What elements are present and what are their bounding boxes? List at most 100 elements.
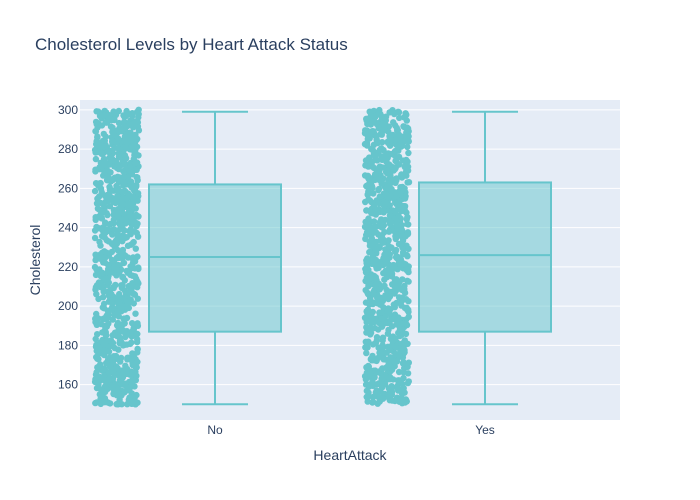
data-point [390, 261, 397, 269]
data-point [111, 174, 119, 181]
data-point [97, 159, 105, 166]
data-point [362, 235, 369, 243]
data-point [405, 298, 412, 305]
data-point [126, 394, 133, 401]
data-point [393, 321, 400, 328]
data-point [133, 143, 141, 151]
data-point [134, 253, 141, 260]
data-point [105, 369, 113, 376]
data-point [130, 221, 137, 228]
data-point [390, 119, 397, 126]
data-point [102, 119, 110, 126]
box-group-yes [361, 106, 552, 407]
data-point [109, 231, 116, 238]
data-point [396, 137, 403, 144]
data-point [394, 377, 401, 384]
data-point [134, 190, 142, 197]
data-point [118, 401, 125, 408]
y-tick-label: 200 [58, 299, 78, 313]
data-point [372, 339, 380, 346]
data-point [104, 211, 111, 219]
data-point [369, 147, 377, 154]
data-point [404, 379, 412, 387]
data-point [376, 167, 383, 174]
data-point [131, 152, 138, 159]
data-point [369, 352, 376, 360]
data-point [380, 207, 387, 214]
data-point [111, 311, 118, 319]
data-point [404, 163, 412, 170]
data-point [101, 248, 108, 255]
data-point [397, 397, 404, 404]
data-point [369, 241, 376, 248]
data-point [98, 142, 105, 149]
data-point [107, 123, 115, 130]
data-point [361, 314, 369, 321]
data-point [379, 374, 387, 381]
data-point [385, 228, 393, 235]
data-point [129, 350, 136, 357]
y-tick-label: 260 [58, 181, 78, 195]
y-axis-title: Cholesterol [27, 225, 43, 296]
data-point [391, 335, 399, 342]
data-point [134, 177, 141, 184]
data-point [106, 203, 114, 210]
data-point [114, 246, 121, 254]
data-point [109, 128, 116, 136]
data-point [112, 381, 120, 388]
data-point [377, 223, 384, 230]
data-point [127, 356, 135, 363]
data-point [116, 290, 123, 298]
points-strip [91, 106, 143, 408]
data-point [386, 397, 393, 404]
data-point [400, 123, 407, 130]
data-point [378, 309, 385, 316]
data-point [127, 136, 135, 143]
data-point [115, 145, 122, 152]
data-point [385, 269, 393, 276]
data-point [395, 352, 403, 359]
data-point [115, 135, 122, 143]
data-point [122, 155, 129, 162]
data-point [95, 268, 102, 276]
data-point [395, 294, 403, 301]
data-point [372, 171, 379, 178]
data-point [362, 299, 370, 306]
data-point [107, 169, 114, 176]
data-point [386, 345, 394, 352]
data-point [363, 116, 370, 123]
data-point [113, 401, 120, 408]
data-point [368, 181, 375, 188]
x-tick-labels: No Yes [207, 423, 494, 437]
data-point [378, 131, 385, 138]
data-point [370, 190, 377, 197]
data-point [118, 282, 125, 289]
data-point [364, 306, 372, 313]
data-point [112, 281, 119, 289]
data-point [375, 186, 382, 194]
x-tick-label: Yes [475, 423, 495, 437]
data-point [392, 165, 399, 173]
data-point [404, 143, 411, 151]
data-point [402, 330, 410, 338]
data-point [374, 389, 381, 397]
data-point [382, 381, 389, 388]
data-point [396, 326, 404, 333]
data-point [134, 284, 141, 291]
y-tick-label: 240 [58, 221, 78, 235]
data-point [105, 196, 113, 204]
data-point [403, 209, 410, 216]
data-point [386, 161, 393, 168]
data-point [369, 128, 376, 135]
data-point [382, 123, 389, 130]
data-point [94, 134, 101, 141]
data-point [400, 287, 408, 295]
data-point [119, 246, 127, 254]
chart-title: Cholesterol Levels by Heart Attack Statu… [35, 35, 348, 54]
data-point [100, 315, 107, 322]
data-point [106, 183, 113, 191]
data-point [385, 326, 392, 334]
data-point [128, 377, 136, 384]
data-point [130, 398, 138, 405]
data-point [104, 261, 112, 268]
